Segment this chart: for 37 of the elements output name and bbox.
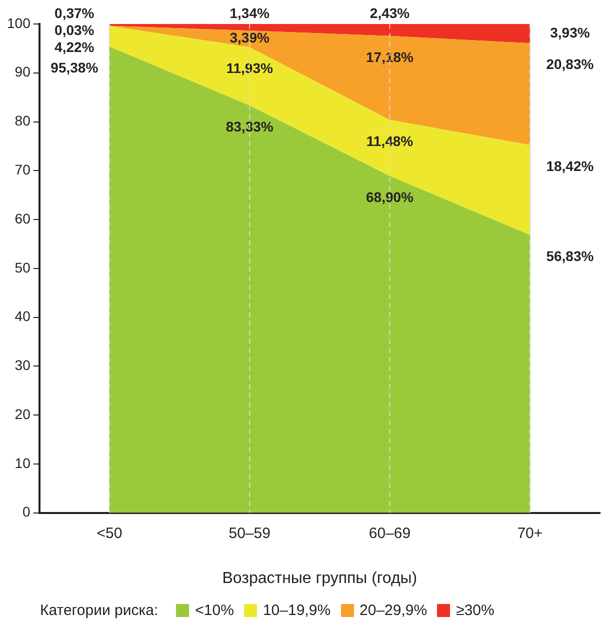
- data-label: 0,37%: [54, 4, 95, 21]
- legend-title: Категории риска:: [40, 602, 158, 618]
- x-tick-label: 70+: [517, 524, 543, 542]
- y-tick-label: 0: [22, 504, 31, 520]
- data-label: 3,39%: [230, 30, 270, 46]
- legend-label: <10%: [195, 602, 234, 618]
- y-tick-label: 60: [14, 210, 31, 226]
- data-label: 11,48%: [366, 132, 414, 149]
- data-label: 0,03%: [54, 22, 95, 38]
- data-label: 68,90%: [366, 188, 414, 205]
- y-tick-label: 100: [7, 14, 31, 31]
- y-tick-label: 90: [14, 64, 31, 80]
- data-label: 11,93%: [226, 60, 274, 76]
- data-label: 1,34%: [230, 4, 270, 21]
- data-label: 3,93%: [550, 24, 590, 40]
- legend-label: 20–29,9%: [360, 602, 428, 618]
- data-label: 17,18%: [366, 48, 414, 65]
- x-tick-label: 50–59: [228, 524, 270, 542]
- y-tick-label: 10: [14, 454, 31, 471]
- y-tick-label: 80: [14, 112, 31, 129]
- data-label: 4,22%: [54, 38, 95, 55]
- x-axis-title: Возрастные группы (годы): [222, 570, 418, 587]
- data-label: 56,83%: [546, 248, 594, 264]
- x-tick-label: 60–69: [368, 524, 411, 542]
- y-tick-label: 70: [14, 162, 31, 178]
- data-label: 95,38%: [50, 59, 99, 76]
- data-label: 18,42%: [546, 158, 594, 174]
- data-label: 83,33%: [226, 118, 274, 134]
- y-tick-label: 30: [14, 357, 31, 374]
- x-tick-label: <50: [96, 524, 122, 542]
- legend-label: ≥30%: [456, 602, 494, 618]
- y-tick-label: 20: [14, 406, 31, 422]
- y-tick-label: 40: [14, 308, 31, 324]
- y-tick-label: 50: [14, 259, 31, 276]
- data-label: 2,43%: [370, 4, 410, 21]
- data-label: 20,83%: [546, 56, 594, 72]
- legend-label: 10–19,9%: [262, 602, 331, 618]
